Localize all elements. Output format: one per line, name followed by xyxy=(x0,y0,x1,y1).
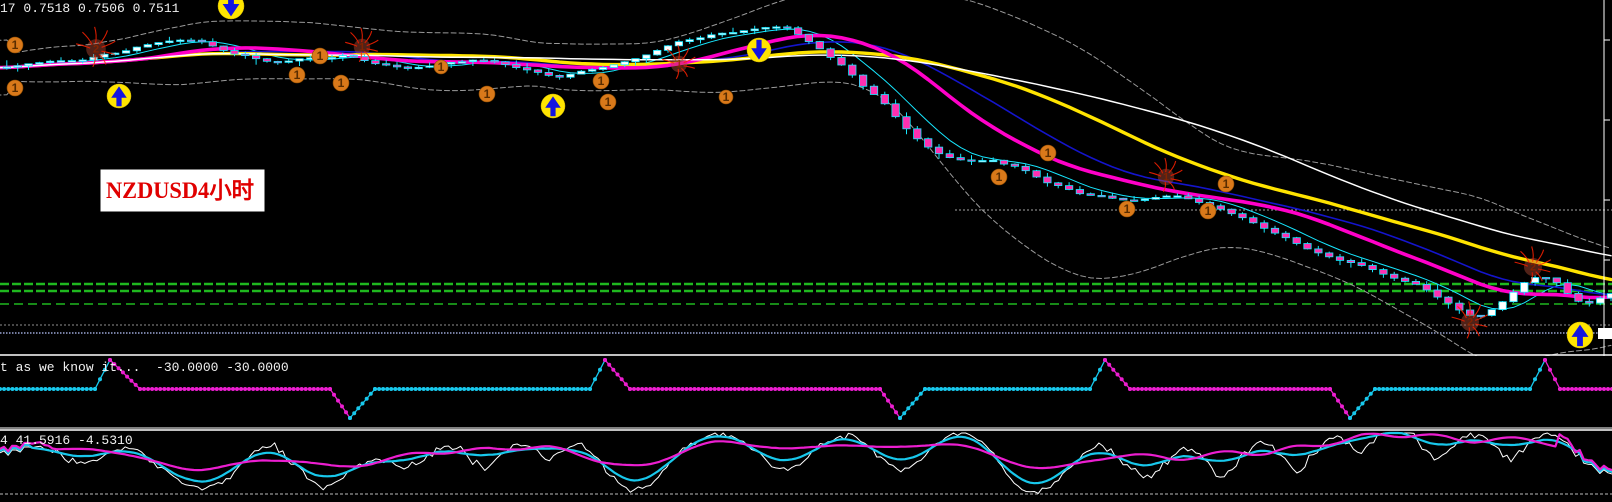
svg-text:1: 1 xyxy=(996,170,1003,184)
svg-text:1: 1 xyxy=(359,42,365,54)
svg-text:1: 1 xyxy=(605,95,612,109)
svg-text:2: 2 xyxy=(1530,262,1536,274)
svg-text:1: 1 xyxy=(598,74,605,88)
svg-text:1: 1 xyxy=(438,60,445,74)
svg-text:1: 1 xyxy=(1163,172,1169,184)
svg-text:1: 1 xyxy=(723,90,730,104)
svg-text:2: 2 xyxy=(1467,317,1473,329)
svg-text:NZDUSD4小时: NZDUSD4小时 xyxy=(106,178,254,203)
svg-text:1: 1 xyxy=(294,68,301,82)
svg-text:1: 1 xyxy=(676,59,682,71)
svg-text:2: 2 xyxy=(93,44,99,56)
svg-text:1: 1 xyxy=(1205,204,1212,218)
svg-text:1: 1 xyxy=(338,76,345,90)
svg-text:1: 1 xyxy=(1124,202,1131,216)
svg-text:1: 1 xyxy=(1223,177,1230,191)
svg-text:1: 1 xyxy=(484,87,491,101)
svg-text:1: 1 xyxy=(1045,146,1052,160)
svg-text:1: 1 xyxy=(12,38,19,52)
svg-text:1: 1 xyxy=(317,49,324,63)
svg-text:1: 1 xyxy=(12,81,19,95)
